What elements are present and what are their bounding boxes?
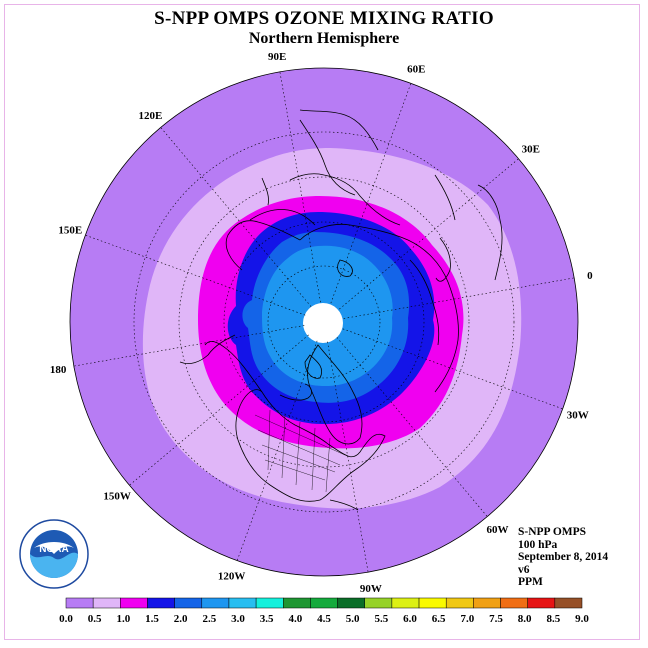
info-units: PPM (518, 576, 543, 588)
longitude-label: 120W (218, 571, 246, 583)
colorbar-tick-label: 8.0 (518, 613, 532, 625)
colorbar-swatch (65, 597, 94, 609)
map-subtitle: Northern Hemisphere (248, 30, 400, 47)
colorbar-swatch (310, 597, 338, 609)
pole-no-data (303, 303, 343, 343)
colorbar-tick-label: 2.0 (174, 613, 188, 625)
meridian-line (236, 340, 318, 561)
longitude-label: 120E (139, 110, 163, 122)
image-frame (4, 4, 640, 640)
colorbar-tick-label: 1.5 (145, 613, 159, 625)
longitude-label: 150E (58, 225, 82, 237)
meridian-line (85, 234, 306, 316)
meridian-line (327, 341, 369, 573)
meridian-line (342, 328, 563, 410)
colorbar: 0.0 0.5 1.0 1.5 2.0 2.5 3.0 3.5 4.0 4.5 5.0 5.5 6.0 6… (59, 597, 589, 625)
colorbar-swatch (527, 597, 556, 609)
colorbar-swatch (201, 597, 230, 609)
meridian-line (279, 71, 321, 303)
colorbar-swatch (473, 597, 501, 609)
meridian-line (330, 83, 412, 304)
longitude-label: 60W (487, 524, 509, 536)
political-boundaries (254, 409, 346, 493)
longitude-label: 90E (268, 51, 286, 63)
colorbar-tick-label: 0.0 (59, 613, 73, 625)
colorbar-swatch (445, 597, 474, 609)
longitude-label: 30W (567, 409, 589, 421)
longitude-label: 180 (50, 364, 67, 376)
product-info: S-NPP OMPS 100 hPa September 8, 2014 v6 … (518, 526, 608, 589)
colorbar-tick-label: 9.0 (575, 613, 589, 625)
colorbar-swatch (418, 597, 447, 609)
colorbar-swatch (500, 597, 528, 609)
meridian-line (339, 158, 519, 310)
colorbar-tick-label: 4.0 (288, 613, 302, 625)
longitude-label: 60E (407, 63, 425, 75)
colorbar-tick-label: 4.5 (317, 613, 331, 625)
info-level: 100 hPa (518, 538, 558, 551)
longitude-label: 150W (103, 491, 131, 503)
meridian-line (129, 334, 309, 486)
map-border (69, 67, 579, 577)
info-version: v6 (518, 563, 530, 576)
colorbar-swatch (174, 597, 203, 609)
colorbar-tick-label: 2.5 (202, 613, 216, 625)
colorbar-swatch (364, 597, 393, 609)
noaa-logo: NOAA (18, 518, 90, 595)
colorbar-tick-label: 8.5 (546, 613, 560, 625)
colorbar-swatch (120, 597, 148, 609)
meridian-line (336, 337, 488, 517)
colorbar-swatch (92, 597, 121, 609)
colorbar-tick-label: 1.0 (116, 613, 130, 625)
meridian-line (343, 277, 575, 319)
map-title: S-NPP OMPS OZONE MIXING RATIO (154, 8, 494, 29)
colorbar-tick-label: 6.0 (403, 613, 417, 625)
colorbar-tick-label: 3.0 (231, 613, 245, 625)
colorbar-swatch (337, 597, 365, 609)
colorbar-swatch (147, 597, 175, 609)
longitude-label: 0 (587, 270, 593, 282)
colorbar-swatch (255, 597, 284, 609)
graticule (73, 71, 575, 573)
colorbar-tick-label: 5.5 (374, 613, 388, 625)
colorbar-swatch (391, 597, 420, 609)
meridian-line (73, 325, 305, 367)
colorbar-tick-label: 7.0 (460, 613, 474, 625)
longitude-label: 30E (522, 143, 540, 155)
svg-text:NOAA: NOAA (39, 544, 68, 555)
info-date: September 8, 2014 (518, 551, 609, 563)
longitude-labels: 90E 60E 30E 0 30W 60W 90W 120W 150W 180 150E 120E (50, 51, 593, 595)
meridian-line (160, 127, 312, 307)
colorbar-tick-label: 7.5 (489, 613, 503, 625)
colorbar-swatch (283, 597, 311, 609)
colorbar-tick-label: 3.5 (260, 613, 274, 625)
colorbar-tick-label: 6.5 (432, 613, 446, 625)
info-instrument: S-NPP OMPS (518, 526, 587, 538)
colorbar-swatch (554, 597, 583, 609)
colorbar-swatch (228, 597, 257, 609)
colorbar-tick-label: 0.5 (88, 613, 102, 625)
longitude-label: 90W (360, 583, 382, 595)
colorbar-tick-label: 5.0 (346, 613, 360, 625)
